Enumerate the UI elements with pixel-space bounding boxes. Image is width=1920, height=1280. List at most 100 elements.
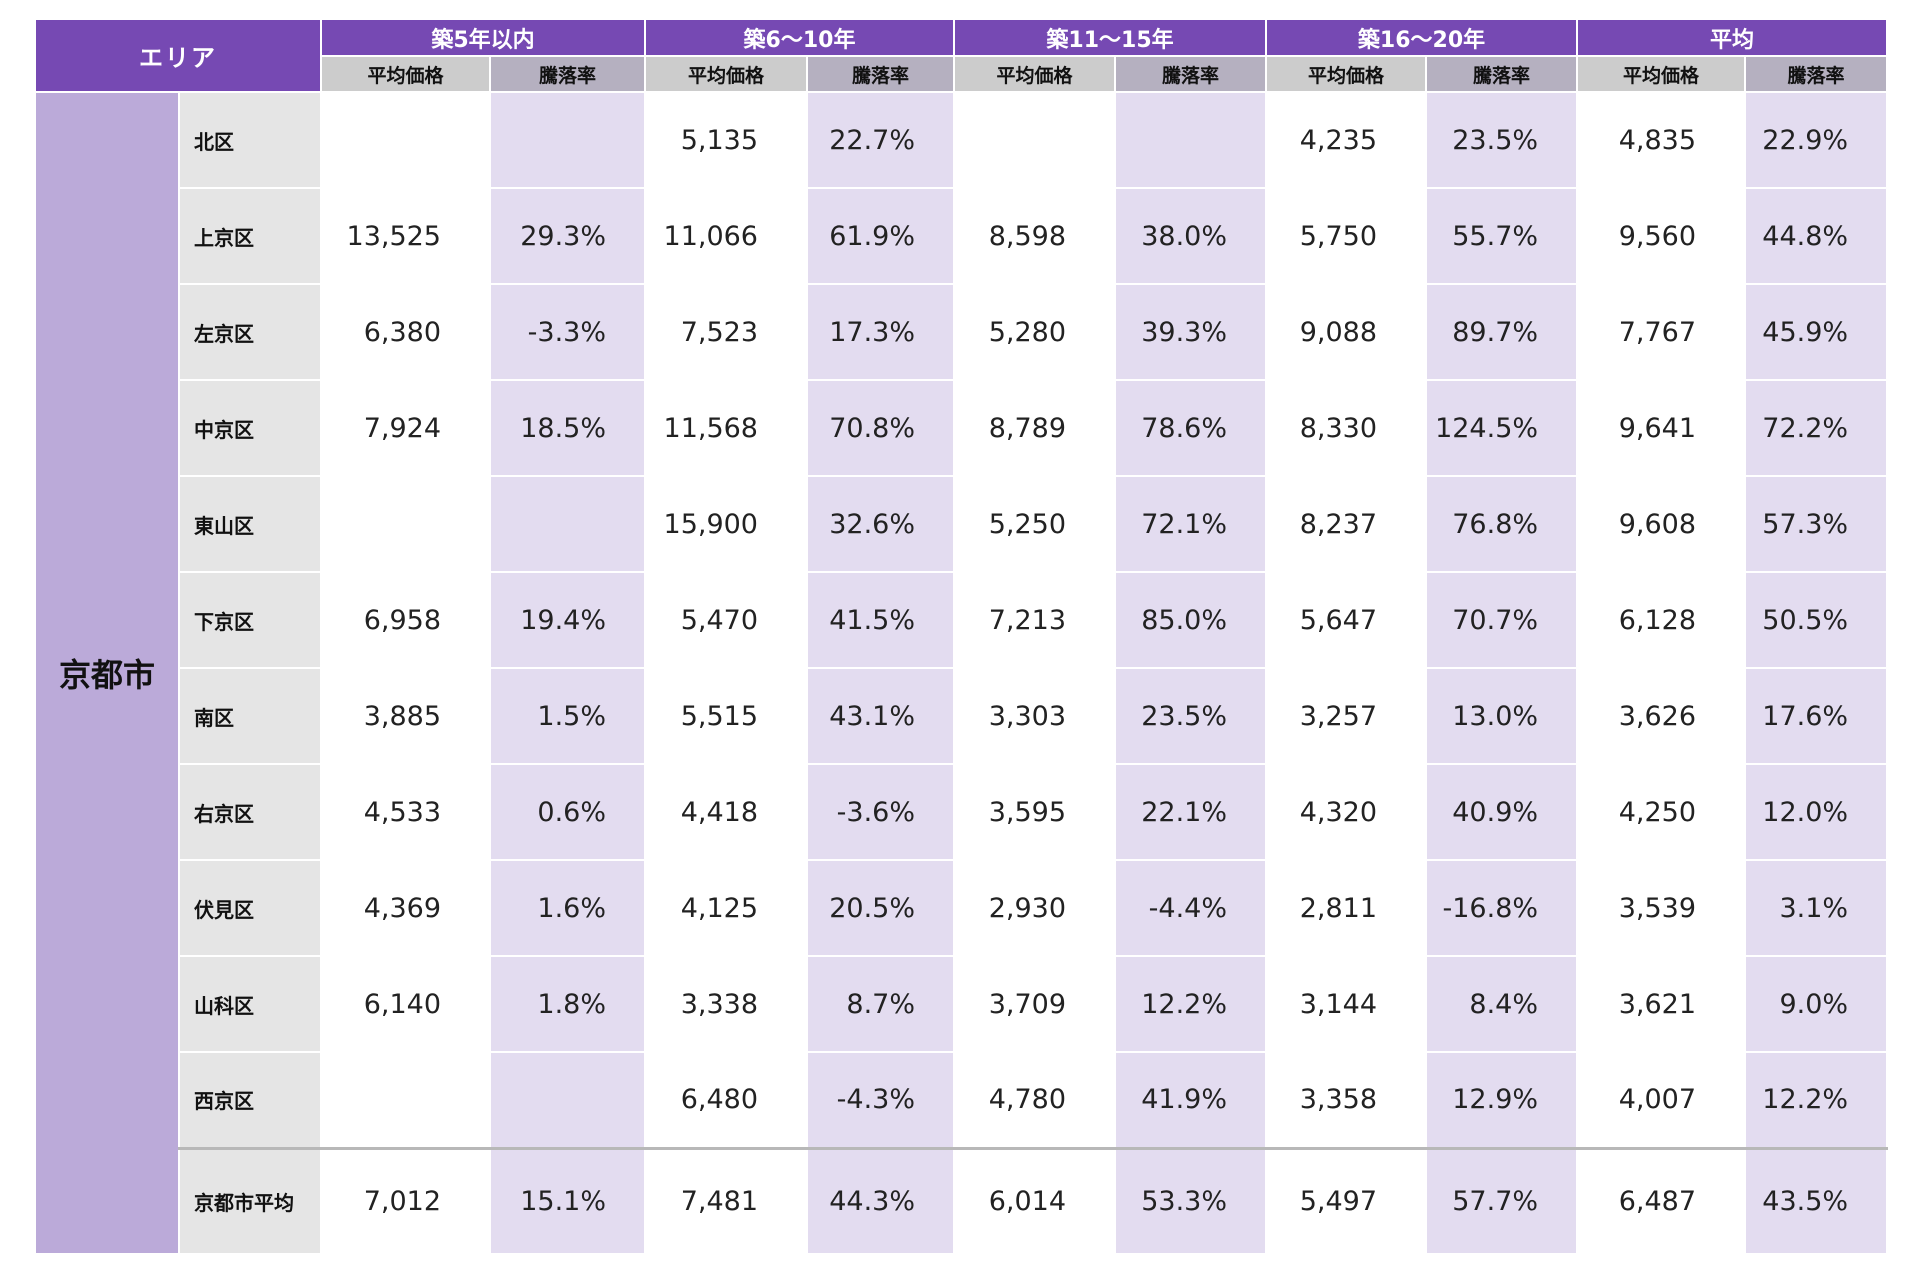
- ward-label: 西京区: [178, 1051, 322, 1149]
- rate-cell: 89.7%: [1425, 283, 1579, 381]
- rate-cell: 44.3%: [806, 1146, 955, 1255]
- price-cell: 5,750: [1265, 187, 1428, 285]
- price-cell: 7,523: [644, 283, 808, 381]
- rate-cell: 8.7%: [806, 955, 955, 1053]
- rate-cell: 0.6%: [489, 763, 646, 861]
- price-cell: 6,380: [320, 283, 491, 381]
- price-subheader: 平均価格: [320, 55, 491, 93]
- rate-cell: -4.4%: [1113, 859, 1268, 957]
- price-cell: 3,709: [953, 955, 1116, 1053]
- rate-cell: 13.0%: [1425, 667, 1579, 765]
- rate-cell: 43.1%: [806, 667, 955, 765]
- price-cell: 2,811: [1265, 859, 1428, 957]
- rate-cell: 72.1%: [1113, 475, 1268, 573]
- price-cell: 3,257: [1265, 667, 1428, 765]
- rate-subheader: 騰落率: [806, 55, 955, 93]
- price-subheader: 平均価格: [953, 55, 1116, 93]
- ward-label: 上京区: [178, 187, 322, 285]
- price-cell: 6,480: [644, 1051, 808, 1149]
- rate-cell: [489, 1051, 646, 1149]
- table-row: 左京区 6,380 -3.3% 7,523 17.3% 5,280 39.3% 9,088 89…: [35, 283, 1889, 381]
- rate-cell: 50.5%: [1744, 571, 1889, 669]
- rate-cell: 39.3%: [1113, 283, 1268, 381]
- table-row: 下京区 6,958 19.4% 5,470 41.5% 7,213 85.0% 5,647 70…: [35, 571, 1889, 669]
- rate-cell: [489, 91, 646, 189]
- rate-cell: 41.9%: [1113, 1051, 1268, 1149]
- price-cell: 4,369: [320, 859, 491, 957]
- average-row: 京都市平均 7,012 15.1% 7,481 44.3% 6,014 53.3% 5,497…: [35, 1146, 1889, 1255]
- group-header: 平均: [1576, 18, 1889, 57]
- price-cell: 7,213: [953, 571, 1116, 669]
- rate-subheader: 騰落率: [1113, 55, 1268, 93]
- rate-cell: 22.9%: [1744, 91, 1889, 189]
- price-cell: 3,358: [1265, 1051, 1428, 1149]
- rate-subheader: 騰落率: [1425, 55, 1579, 93]
- table-row: 上京区 13,525 29.3% 11,066 61.9% 8,598 38.0% 5,750…: [35, 187, 1889, 285]
- table-row: 中京区 7,924 18.5% 11,568 70.8% 8,789 78.6% 8,330 1…: [35, 379, 1889, 477]
- ward-label: 右京区: [178, 763, 322, 861]
- price-cell: 4,835: [1576, 91, 1747, 189]
- rate-cell: 44.8%: [1744, 187, 1889, 285]
- rate-cell: 1.8%: [489, 955, 646, 1053]
- table-row: 山科区 6,140 1.8% 3,338 8.7% 3,709 12.2% 3,144 8.4%…: [35, 955, 1889, 1053]
- price-cell: 8,330: [1265, 379, 1428, 477]
- price-cell: 9,560: [1576, 187, 1747, 285]
- price-cell: 4,780: [953, 1051, 1116, 1149]
- rate-cell: 57.3%: [1744, 475, 1889, 573]
- price-cell: 15,900: [644, 475, 808, 573]
- price-subheader: 平均価格: [1576, 55, 1747, 93]
- table-row: 伏見区 4,369 1.6% 4,125 20.5% 2,930 -4.4% 2,811 -16…: [35, 859, 1889, 957]
- rate-cell: 1.6%: [489, 859, 646, 957]
- rate-cell: 22.1%: [1113, 763, 1268, 861]
- price-cell: 13,525: [320, 187, 491, 285]
- group-header: 築16〜20年: [1265, 18, 1579, 57]
- price-cell: 3,885: [320, 667, 491, 765]
- price-cell: 6,958: [320, 571, 491, 669]
- rate-cell: 124.5%: [1425, 379, 1579, 477]
- rate-cell: 41.5%: [806, 571, 955, 669]
- price-cell: 3,626: [1576, 667, 1747, 765]
- rate-cell: 57.7%: [1425, 1146, 1579, 1255]
- price-cell: 5,647: [1265, 571, 1428, 669]
- ward-label: 北区: [178, 91, 322, 189]
- price-cell: [953, 91, 1116, 189]
- price-cell: 3,595: [953, 763, 1116, 861]
- price-cell: 5,135: [644, 91, 808, 189]
- rate-cell: 9.0%: [1744, 955, 1889, 1053]
- price-table: エリア 築5年以内 築6〜10年 築11〜15年 築16〜20年 平均 平均価格 騰落率平…: [34, 18, 1889, 1255]
- price-subheader: 平均価格: [1265, 55, 1428, 93]
- rate-cell: 15.1%: [489, 1146, 646, 1255]
- ward-label: 中京区: [178, 379, 322, 477]
- price-cell: 7,481: [644, 1146, 808, 1255]
- price-cell: 4,533: [320, 763, 491, 861]
- group-header: 築6〜10年: [644, 18, 955, 57]
- price-cell: 3,539: [1576, 859, 1747, 957]
- price-cell: 9,608: [1576, 475, 1747, 573]
- rate-cell: 17.6%: [1744, 667, 1889, 765]
- table-row: 京都市 北区 5,135 22.7% 4,235 23.5% 4,835 22.9%: [34, 91, 1889, 1255]
- table-row: 右京区 4,533 0.6% 4,418 -3.6% 3,595 22.1% 4,320 40.…: [35, 763, 1889, 861]
- rate-cell: 40.9%: [1425, 763, 1579, 861]
- rate-cell: 17.3%: [806, 283, 955, 381]
- price-subheader: 平均価格: [644, 55, 808, 93]
- rate-cell: -3.6%: [806, 763, 955, 861]
- rate-cell: 8.4%: [1425, 955, 1579, 1053]
- ward-label: 南区: [178, 667, 322, 765]
- rate-cell: 23.5%: [1113, 667, 1268, 765]
- rate-cell: 3.1%: [1744, 859, 1889, 957]
- price-cell: 7,767: [1576, 283, 1747, 381]
- rate-cell: 55.7%: [1425, 187, 1579, 285]
- price-cell: 4,235: [1265, 91, 1428, 189]
- ward-label: 左京区: [178, 283, 322, 381]
- price-cell: 5,497: [1265, 1146, 1428, 1255]
- rate-cell: 32.6%: [806, 475, 955, 573]
- rate-cell: 18.5%: [489, 379, 646, 477]
- ward-label: 京都市平均: [178, 1146, 322, 1255]
- price-cell: 4,007: [1576, 1051, 1747, 1149]
- price-cell: 6,128: [1576, 571, 1747, 669]
- price-cell: 4,250: [1576, 763, 1747, 861]
- price-cell: 4,125: [644, 859, 808, 957]
- rate-cell: 78.6%: [1113, 379, 1268, 477]
- price-cell: 6,140: [320, 955, 491, 1053]
- price-cell: 3,338: [644, 955, 808, 1053]
